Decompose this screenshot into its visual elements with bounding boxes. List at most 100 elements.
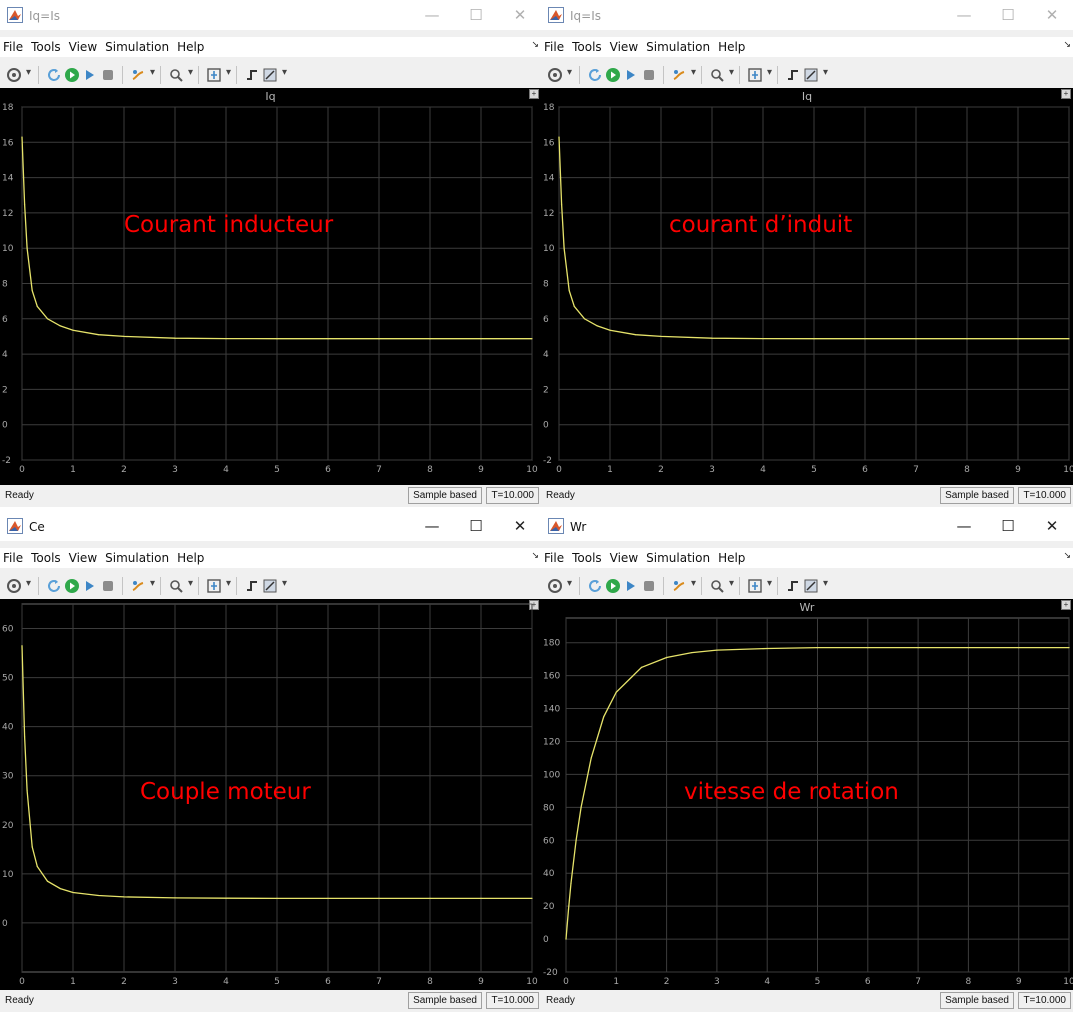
highlight-icon[interactable] (130, 67, 146, 83)
menu-item[interactable]: Tools (572, 40, 602, 54)
scale-axes-icon[interactable] (206, 578, 222, 594)
dock-arrow-icon[interactable]: ↘ (1063, 40, 1071, 50)
minimize-button[interactable]: — (424, 6, 440, 24)
style-icon[interactable] (262, 67, 278, 83)
dropdown-arrow-icon[interactable]: ▾ (691, 578, 697, 589)
restore-axes-icon[interactable]: + (1061, 89, 1071, 99)
dock-arrow-icon[interactable]: ↘ (531, 551, 539, 561)
settings-icon[interactable] (6, 67, 22, 83)
stop-icon[interactable] (100, 578, 116, 594)
zoom-icon[interactable] (168, 67, 184, 83)
dropdown-arrow-icon[interactable]: ▾ (150, 578, 156, 589)
title-bar[interactable]: Iq=Is — ☐ ✕ (0, 0, 541, 30)
scope-axes[interactable]: Wr +0 1 2 3 4 5 6 7 8 9 10 -20 0 20 40 60 80 100 120 140 160 1… (541, 599, 1073, 994)
run-icon[interactable] (605, 67, 621, 83)
settings-icon[interactable] (6, 578, 22, 594)
dropdown-arrow-icon[interactable]: ▾ (150, 67, 156, 78)
dropdown-arrow-icon[interactable]: ▾ (226, 67, 232, 78)
step-forward-icon[interactable] (623, 578, 639, 594)
dock-arrow-icon[interactable]: ↘ (531, 40, 539, 50)
menu-item[interactable]: File (544, 40, 565, 54)
maximize-button[interactable]: ☐ (469, 517, 483, 535)
minimize-button[interactable]: — (956, 6, 972, 24)
restore-icon[interactable] (587, 578, 603, 594)
dropdown-arrow-icon[interactable]: ▾ (567, 67, 573, 78)
triggers-icon[interactable] (785, 578, 801, 594)
triggers-icon[interactable] (244, 67, 260, 83)
title-bar[interactable]: Iq=Is — ☐ ✕ (541, 0, 1073, 30)
dropdown-arrow-icon[interactable]: ▾ (729, 67, 735, 78)
maximize-button[interactable]: ☐ (469, 6, 483, 24)
zoom-icon[interactable] (168, 578, 184, 594)
restore-icon[interactable] (46, 67, 62, 83)
dropdown-arrow-icon[interactable]: ▾ (767, 67, 773, 78)
minimize-button[interactable]: — (956, 517, 972, 535)
menu-item[interactable]: Help (177, 551, 205, 565)
menu-item[interactable]: View (68, 551, 98, 565)
menu-item[interactable]: Simulation (646, 551, 711, 565)
run-icon[interactable] (64, 67, 80, 83)
scope-axes[interactable]: Iq +0 1 2 3 4 5 6 7 8 9 10 -2 0 2 4 6 8 10 12 14 16 18 Courant … (0, 88, 541, 486)
dropdown-arrow-icon[interactable]: ▾ (691, 67, 697, 78)
scope-window[interactable]: Iq=Is — ☐ ✕ File Tools View Simulation Help ↘ ▾ ▾ ▾ ▾… (541, 0, 1073, 507)
stop-icon[interactable] (641, 67, 657, 83)
stop-icon[interactable] (641, 578, 657, 594)
restore-icon[interactable] (587, 67, 603, 83)
menu-item[interactable]: View (609, 551, 639, 565)
menu-item[interactable]: Simulation (105, 40, 170, 54)
dropdown-arrow-icon[interactable]: ▾ (282, 67, 288, 78)
scale-axes-icon[interactable] (206, 67, 222, 83)
step-forward-icon[interactable] (82, 67, 98, 83)
stop-icon[interactable] (100, 67, 116, 83)
dropdown-arrow-icon[interactable]: ▾ (188, 578, 194, 589)
menu-item[interactable]: File (3, 551, 24, 565)
menu-item[interactable]: Simulation (105, 551, 170, 565)
menu-item[interactable]: File (544, 551, 565, 565)
triggers-icon[interactable] (785, 67, 801, 83)
step-forward-icon[interactable] (82, 578, 98, 594)
zoom-icon[interactable] (709, 67, 725, 83)
highlight-icon[interactable] (130, 578, 146, 594)
menu-item[interactable]: Help (177, 40, 205, 54)
maximize-button[interactable]: ☐ (1001, 517, 1015, 535)
menu-item[interactable]: Help (718, 40, 746, 54)
dropdown-arrow-icon[interactable]: ▾ (567, 578, 573, 589)
restore-axes-icon[interactable]: + (529, 600, 539, 610)
run-icon[interactable] (64, 578, 80, 594)
dropdown-arrow-icon[interactable]: ▾ (767, 578, 773, 589)
dock-arrow-icon[interactable]: ↘ (1063, 551, 1071, 561)
dropdown-arrow-icon[interactable]: ▾ (729, 578, 735, 589)
minimize-button[interactable]: — (424, 517, 440, 535)
run-icon[interactable] (605, 578, 621, 594)
close-button[interactable]: ✕ (1045, 6, 1059, 24)
style-icon[interactable] (262, 578, 278, 594)
close-button[interactable]: ✕ (513, 6, 527, 24)
dropdown-arrow-icon[interactable]: ▾ (226, 578, 232, 589)
scope-axes[interactable]: +0 1 2 3 4 5 6 7 8 9 10 0 10 20 30 40 50 60 Couple moteur (0, 599, 541, 994)
scope-window[interactable]: Wr — ☐ ✕ File Tools View Simulation Help ↘ ▾ ▾ ▾ ▾ ▾ Wr… (541, 511, 1073, 1012)
menu-item[interactable]: Tools (31, 551, 61, 565)
menu-item[interactable]: Help (718, 551, 746, 565)
style-icon[interactable] (803, 67, 819, 83)
settings-icon[interactable] (547, 578, 563, 594)
scale-axes-icon[interactable] (747, 578, 763, 594)
title-bar[interactable]: Wr — ☐ ✕ (541, 511, 1073, 541)
dropdown-arrow-icon[interactable]: ▾ (823, 67, 829, 78)
dropdown-arrow-icon[interactable]: ▾ (26, 578, 32, 589)
menu-item[interactable]: View (609, 40, 639, 54)
maximize-button[interactable]: ☐ (1001, 6, 1015, 24)
menu-item[interactable]: View (68, 40, 98, 54)
close-button[interactable]: ✕ (513, 517, 527, 535)
highlight-icon[interactable] (671, 578, 687, 594)
restore-axes-icon[interactable]: + (529, 89, 539, 99)
title-bar[interactable]: Ce — ☐ ✕ (0, 511, 541, 541)
restore-axes-icon[interactable]: + (1061, 600, 1071, 610)
close-button[interactable]: ✕ (1045, 517, 1059, 535)
scope-window[interactable]: Iq=Is — ☐ ✕ File Tools View Simulation Help ↘ ▾ ▾ ▾ ▾… (0, 0, 541, 507)
triggers-icon[interactable] (244, 578, 260, 594)
dropdown-arrow-icon[interactable]: ▾ (188, 67, 194, 78)
restore-icon[interactable] (46, 578, 62, 594)
highlight-icon[interactable] (671, 67, 687, 83)
step-forward-icon[interactable] (623, 67, 639, 83)
scale-axes-icon[interactable] (747, 67, 763, 83)
